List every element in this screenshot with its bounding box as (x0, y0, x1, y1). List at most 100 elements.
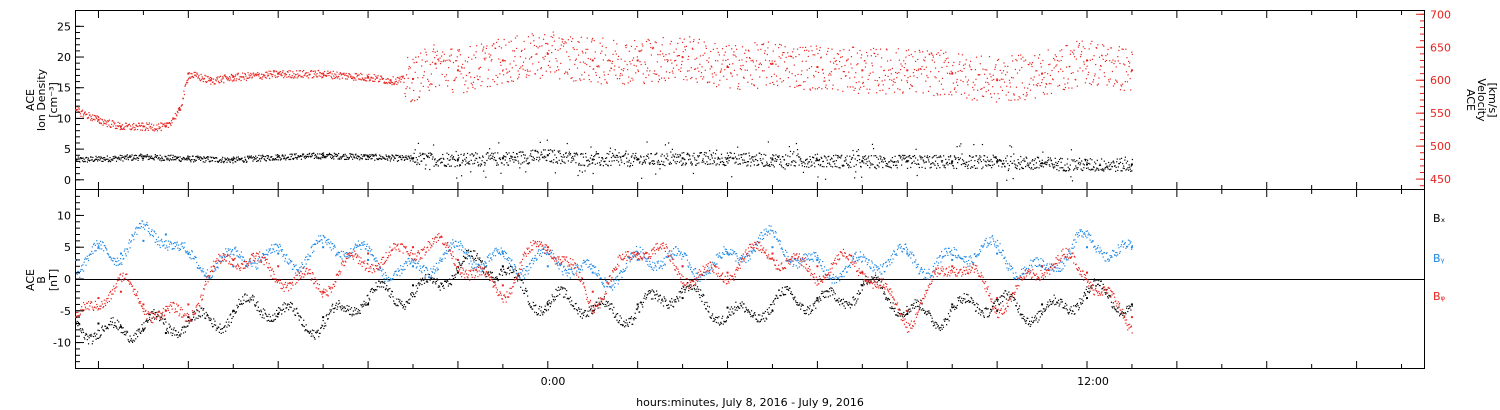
top-dot-black (458, 157, 460, 159)
top-dot-black (115, 160, 118, 162)
top-dot-black (972, 166, 974, 168)
top-dot-black (868, 160, 870, 162)
top-dot-red (613, 39, 615, 42)
bottom-dot-black (449, 282, 451, 285)
top-dot-red (376, 77, 379, 79)
top-dot-red (778, 47, 780, 49)
top-dot-red (1009, 86, 1012, 88)
top-dot-red (882, 84, 884, 86)
top-dot-black (613, 154, 615, 156)
top-dot-red (549, 71, 552, 73)
top-dot-red (961, 54, 964, 56)
top-dot-red (581, 74, 583, 76)
top-dot-black (752, 159, 754, 161)
top-dot-red (449, 60, 451, 62)
bottom-dot-black (610, 308, 612, 310)
top-dot-red (514, 56, 516, 58)
top-dot-black (1090, 169, 1092, 171)
top-dot-red (953, 88, 956, 90)
top-dot-black (924, 167, 926, 169)
top-dot-red (986, 77, 988, 79)
bottom-dot-black (484, 273, 487, 275)
bottom-dot-black (638, 311, 640, 313)
top-dot-black (532, 149, 534, 151)
bottom-dot-black (470, 250, 472, 253)
top-dot-red (442, 60, 444, 63)
top-dot-black (778, 156, 780, 158)
top-dot-red (781, 81, 783, 83)
top-dot-black (1094, 161, 1096, 163)
top-dot-black (464, 164, 466, 166)
top-dot-black (1069, 164, 1071, 166)
bottom-dot-black (112, 317, 114, 319)
top-dot-red (809, 88, 811, 90)
top-dot-black (991, 167, 993, 169)
top-dot-red (211, 78, 213, 80)
top-dot-black (125, 158, 127, 160)
bottom-dot-black (594, 308, 596, 310)
bottom-point-black-1 (97, 322, 100, 325)
top-dot-black (717, 156, 719, 158)
top-dot-red (397, 82, 399, 84)
top-dot-black (1021, 166, 1023, 169)
top-dot-black (923, 160, 925, 162)
top-dot-black (503, 164, 505, 166)
top-dot-red (1123, 89, 1125, 92)
top-dot-black (182, 158, 184, 161)
top-dot-red (868, 74, 870, 76)
bottom-dot-black (592, 304, 594, 307)
top-dot-red (683, 78, 685, 81)
top-dot-red (401, 76, 403, 78)
top-dot-red (842, 90, 844, 92)
bottom-dot-black (334, 307, 336, 309)
top-dot-black (81, 157, 83, 160)
bottom-dot-black (255, 302, 258, 304)
top-dot-red (493, 81, 496, 83)
top-dot-red (210, 83, 212, 85)
top-dot-red (110, 126, 112, 128)
top-dot-red (420, 52, 422, 54)
bottom-dot-black (460, 264, 463, 266)
top-dot-black (946, 161, 949, 163)
top-dot-black (511, 155, 513, 157)
top-dot-black (561, 159, 563, 161)
top-dot-red (841, 56, 843, 58)
top-dot-black (126, 155, 128, 157)
bottom-dot-black (261, 316, 263, 319)
top-dot-black (328, 154, 330, 156)
top-dot-red (939, 94, 941, 96)
bottom-dot-black (552, 298, 555, 301)
top-dot-black (797, 153, 799, 155)
bottom-dot-black (670, 304, 672, 306)
top-dot-red (414, 100, 416, 102)
bottom-dot-black (405, 301, 407, 303)
top-dot-red (310, 70, 312, 73)
bottom-dot-black (669, 301, 672, 303)
top-dot-black (977, 159, 979, 161)
top-dot-red (645, 77, 647, 79)
bottom-dot-black (318, 332, 321, 335)
top-dot-red (685, 45, 688, 47)
bottom-point-black-25 (1086, 297, 1088, 300)
bottom-dot-black (642, 301, 644, 303)
top-dot-black (1077, 167, 1079, 169)
top-dot-black (685, 162, 687, 164)
top-dot-black (814, 154, 816, 156)
top-dot-red (897, 48, 899, 50)
bottom-dot-black (306, 330, 309, 332)
top-dot-red (474, 88, 476, 90)
bottom-dot-black (605, 303, 607, 306)
bottom-dot-black (301, 323, 303, 326)
top-dot-red (665, 71, 668, 73)
top-dot-red (398, 80, 400, 82)
bottom-dot-black (349, 313, 351, 316)
top-dot-red (850, 63, 852, 65)
top-dot-red (175, 114, 177, 116)
bottom-dot-black (410, 293, 412, 295)
top-dot-black (982, 166, 984, 168)
top-dot-red (660, 66, 662, 68)
top-dot-red (559, 78, 561, 80)
top-dot-black (1032, 159, 1034, 161)
top-dot-black (361, 158, 363, 160)
bottom-dot-black (474, 250, 476, 252)
